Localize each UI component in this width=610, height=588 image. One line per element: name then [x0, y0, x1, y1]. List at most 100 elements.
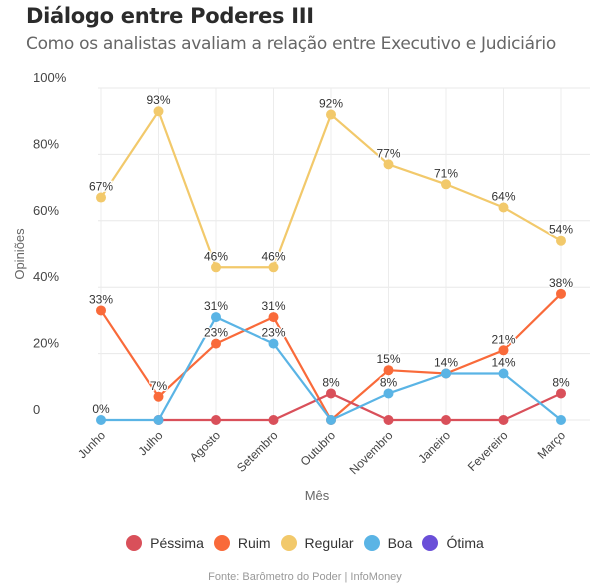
point-regular: [96, 192, 106, 203]
legend-item[interactable]: Péssima: [126, 535, 204, 551]
data-label: 64%: [491, 190, 515, 204]
y-tick-label: 20%: [33, 336, 59, 351]
y-tick-label: 60%: [33, 203, 59, 218]
x-axis: Junho Julho Agosto Setembro Outubro Novembro J…: [75, 428, 568, 477]
x-axis-label: Mês: [305, 488, 330, 503]
point-ruim: [153, 391, 164, 402]
data-label: 8%: [322, 375, 340, 389]
legend-item[interactable]: Regular: [280, 535, 354, 551]
point-boa: [498, 368, 509, 379]
point-boa: [326, 415, 336, 425]
data-label: 77%: [376, 146, 400, 160]
legend-swatch-icon: [363, 535, 380, 551]
data-label: 8%: [380, 375, 398, 389]
point-ruim: [211, 338, 221, 349]
x-tick-label: Junho: [75, 428, 108, 461]
point-ruim: [268, 312, 279, 323]
series-boa: [96, 312, 566, 425]
x-tick-label: Novembro: [347, 428, 396, 477]
point-boa: [96, 415, 106, 425]
y-axis: 0 20% 40% 60% 80% 100%: [33, 70, 67, 417]
legend-label: Ótima: [446, 535, 484, 551]
legend-swatch-icon: [280, 535, 297, 551]
legend-label: Ruim: [237, 535, 271, 551]
legend: Péssima Ruim Regular Boa Ótima: [0, 535, 610, 551]
data-label: 71%: [434, 166, 458, 180]
point-pessima: [268, 415, 279, 425]
legend-swatch-icon: [126, 535, 143, 551]
point-pessima: [326, 388, 336, 399]
grid: [98, 87, 590, 421]
legend-swatch-icon: [422, 535, 439, 551]
legend-label: Péssima: [150, 535, 204, 551]
point-pessima: [556, 388, 566, 399]
point-ruim: [556, 288, 566, 299]
point-regular: [556, 235, 566, 246]
point-ruim: [383, 365, 394, 376]
x-tick-label: Julho: [135, 428, 165, 458]
source-note: Fonte: Barômetro do Poder | InfoMoney: [208, 571, 402, 583]
legend-item[interactable]: Ótima: [422, 535, 484, 551]
x-tick-label: Março: [535, 428, 569, 462]
data-label: 54%: [549, 223, 573, 237]
point-pessima: [498, 415, 509, 425]
point-regular: [326, 109, 336, 120]
x-tick-label: Setembro: [234, 428, 281, 475]
data-label: 33%: [89, 292, 113, 306]
line-chart: 0 20% 40% 60% 80% 100% Junho Julho Agosto Setemb…: [12, 70, 590, 503]
series-regular: [96, 106, 566, 273]
point-regular: [211, 262, 221, 273]
point-boa: [268, 338, 279, 349]
chart-title: Diálogo entre Poderes III: [26, 4, 314, 28]
legend-swatch-icon: [213, 535, 230, 551]
data-label: 14%: [434, 356, 458, 370]
legend-item[interactable]: Boa: [363, 535, 413, 551]
y-axis-label: Opiniões: [12, 228, 27, 280]
legend-item[interactable]: Ruim: [213, 535, 271, 551]
point-boa: [556, 415, 566, 425]
point-regular: [153, 106, 164, 117]
point-boa: [153, 415, 164, 425]
data-label: 21%: [491, 332, 515, 346]
point-pessima: [383, 415, 394, 425]
data-label: 23%: [204, 326, 228, 340]
data-label: 8%: [552, 375, 570, 389]
point-ruim: [96, 305, 106, 316]
data-label: 23%: [261, 326, 285, 340]
point-boa: [441, 368, 451, 379]
point-regular: [268, 262, 279, 273]
point-boa: [211, 312, 221, 323]
data-label: 31%: [204, 299, 228, 313]
x-tick-label: Fevereiro: [465, 428, 511, 474]
data-label: 31%: [261, 299, 285, 313]
chart-subtitle: Como os analistas avaliam a relação entr…: [26, 34, 556, 54]
y-tick-label: 100%: [33, 70, 67, 85]
x-tick-label: Outubro: [298, 428, 339, 469]
point-regular: [498, 202, 509, 213]
y-tick-label: 40%: [33, 269, 59, 284]
data-label: 15%: [376, 352, 400, 366]
legend-label: Regular: [304, 535, 354, 551]
data-label: 93%: [146, 93, 170, 107]
data-label: 0%: [92, 402, 110, 416]
y-tick-label: 80%: [33, 136, 59, 151]
y-tick-label: 0: [33, 402, 40, 417]
x-tick-label: Agosto: [187, 428, 224, 465]
point-regular: [383, 159, 394, 170]
point-boa: [383, 388, 394, 399]
data-label: 46%: [204, 249, 228, 263]
data-label: 38%: [549, 276, 573, 290]
data-label: 46%: [261, 249, 285, 263]
point-pessima: [211, 415, 221, 425]
x-tick-label: Janeiro: [415, 428, 453, 466]
data-label: 92%: [319, 97, 343, 111]
data-label: 14%: [491, 356, 515, 370]
data-label: 67%: [89, 180, 113, 194]
point-ruim: [498, 345, 509, 356]
point-regular: [441, 179, 451, 190]
point-pessima: [441, 415, 451, 425]
data-label: 7%: [150, 379, 168, 393]
data-labels: 8% 8% 33% 7% 23% 31% 15% 21% 38% 67% 93% 46% 46% 92% 7…: [88, 92, 575, 417]
series-group: [96, 106, 566, 425]
legend-label: Boa: [387, 535, 413, 551]
